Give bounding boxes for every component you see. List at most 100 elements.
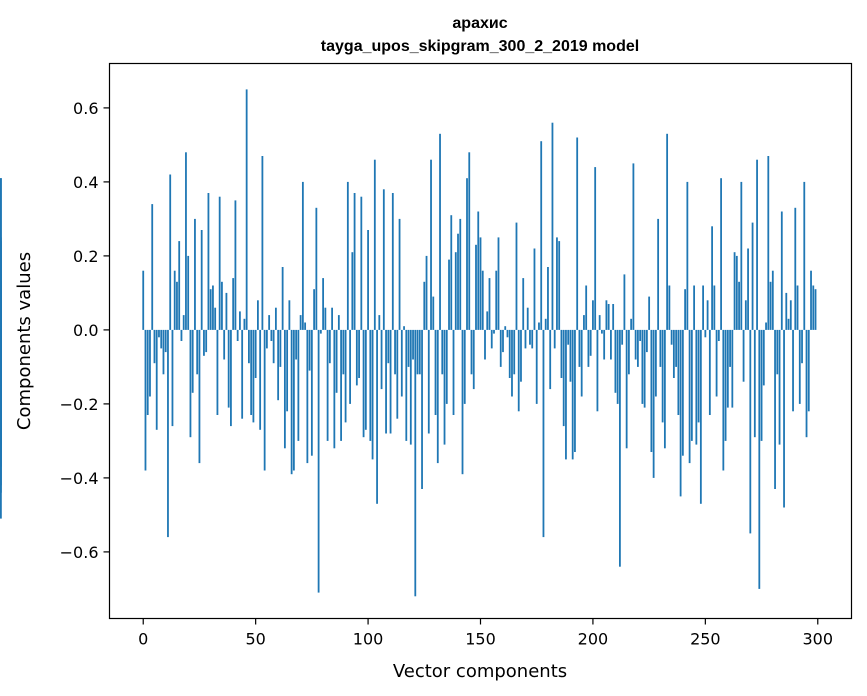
bars-group [0, 89, 817, 597]
bar [776, 329, 779, 375]
bar [261, 156, 264, 330]
bar [434, 329, 437, 415]
bar [162, 329, 165, 375]
bar [403, 326, 405, 330]
bar [619, 329, 621, 567]
bar [690, 329, 693, 441]
bar [382, 189, 385, 330]
bar [654, 329, 657, 397]
bar [731, 329, 734, 408]
bar [463, 329, 466, 404]
bar [205, 329, 208, 353]
bar [373, 159, 376, 330]
bar [400, 329, 403, 397]
bar [486, 311, 489, 330]
bar [724, 329, 727, 441]
bar [306, 329, 309, 464]
bar [722, 329, 725, 471]
bar [697, 329, 700, 423]
bar [414, 329, 417, 597]
bar [641, 329, 644, 404]
bar [263, 329, 266, 471]
bar [594, 167, 597, 330]
bar [607, 304, 610, 330]
bar [239, 311, 241, 330]
bar [639, 329, 642, 341]
bar [715, 329, 718, 397]
bar [794, 207, 797, 330]
bar [218, 196, 221, 330]
bar [173, 270, 176, 330]
bar [558, 241, 561, 330]
bar [407, 329, 410, 367]
bar [771, 270, 774, 330]
bar [144, 329, 147, 471]
bar [801, 329, 803, 364]
bar [756, 159, 758, 330]
bar [466, 178, 468, 330]
bar [310, 329, 313, 456]
bar [254, 329, 257, 378]
bar [767, 156, 770, 330]
y-axis-ticks: −0.6 −0.4 −0.2 0.0 0.2 0.4 0.6 [60, 99, 110, 562]
bar [425, 255, 428, 330]
bar [292, 329, 295, 471]
bar [169, 174, 172, 330]
bar [657, 218, 660, 330]
bar [686, 181, 689, 330]
bar [576, 137, 579, 330]
bar [789, 300, 792, 330]
bar [461, 329, 464, 475]
bar [484, 329, 486, 360]
bar [708, 329, 711, 415]
bar [803, 181, 806, 330]
bar [344, 329, 347, 423]
bar [502, 329, 504, 353]
bar [717, 329, 720, 341]
x-axis-label: Vector components [393, 661, 567, 682]
y-axis-label: Components values [14, 252, 35, 430]
bar [326, 329, 329, 441]
bar [778, 329, 781, 445]
bar [333, 329, 336, 449]
bar [648, 296, 651, 330]
bar [0, 329, 2, 519]
bar [364, 329, 367, 430]
bar [427, 329, 430, 434]
bar [212, 285, 214, 330]
bar [268, 315, 271, 330]
bar [164, 329, 167, 353]
bar [445, 329, 448, 404]
bar [378, 315, 381, 330]
bar [353, 193, 356, 330]
bar [477, 211, 480, 330]
bar [283, 329, 286, 449]
x-tick-label: 150 [465, 630, 496, 649]
bar [151, 204, 154, 330]
bar [612, 304, 615, 330]
bar [713, 285, 716, 330]
bar [645, 329, 648, 353]
bar [286, 329, 289, 412]
bar [245, 89, 248, 330]
bar [221, 281, 223, 330]
bar [616, 329, 619, 404]
x-tick-label: 50 [245, 630, 265, 649]
bar [785, 292, 788, 330]
bar [695, 329, 698, 445]
bar [0, 326, 2, 330]
bar [787, 318, 790, 330]
bar [758, 329, 761, 589]
bar [684, 289, 687, 330]
bar [430, 159, 432, 330]
bar [567, 329, 570, 345]
bar [436, 329, 439, 464]
bar [493, 329, 495, 334]
x-tick-label: 250 [690, 630, 721, 649]
bar [726, 329, 729, 408]
bar [243, 318, 246, 330]
bar [472, 329, 475, 390]
x-axis-ticks: 0 50 100 150 200 250 300 [138, 618, 833, 649]
bar [158, 329, 160, 338]
bar [677, 329, 680, 415]
